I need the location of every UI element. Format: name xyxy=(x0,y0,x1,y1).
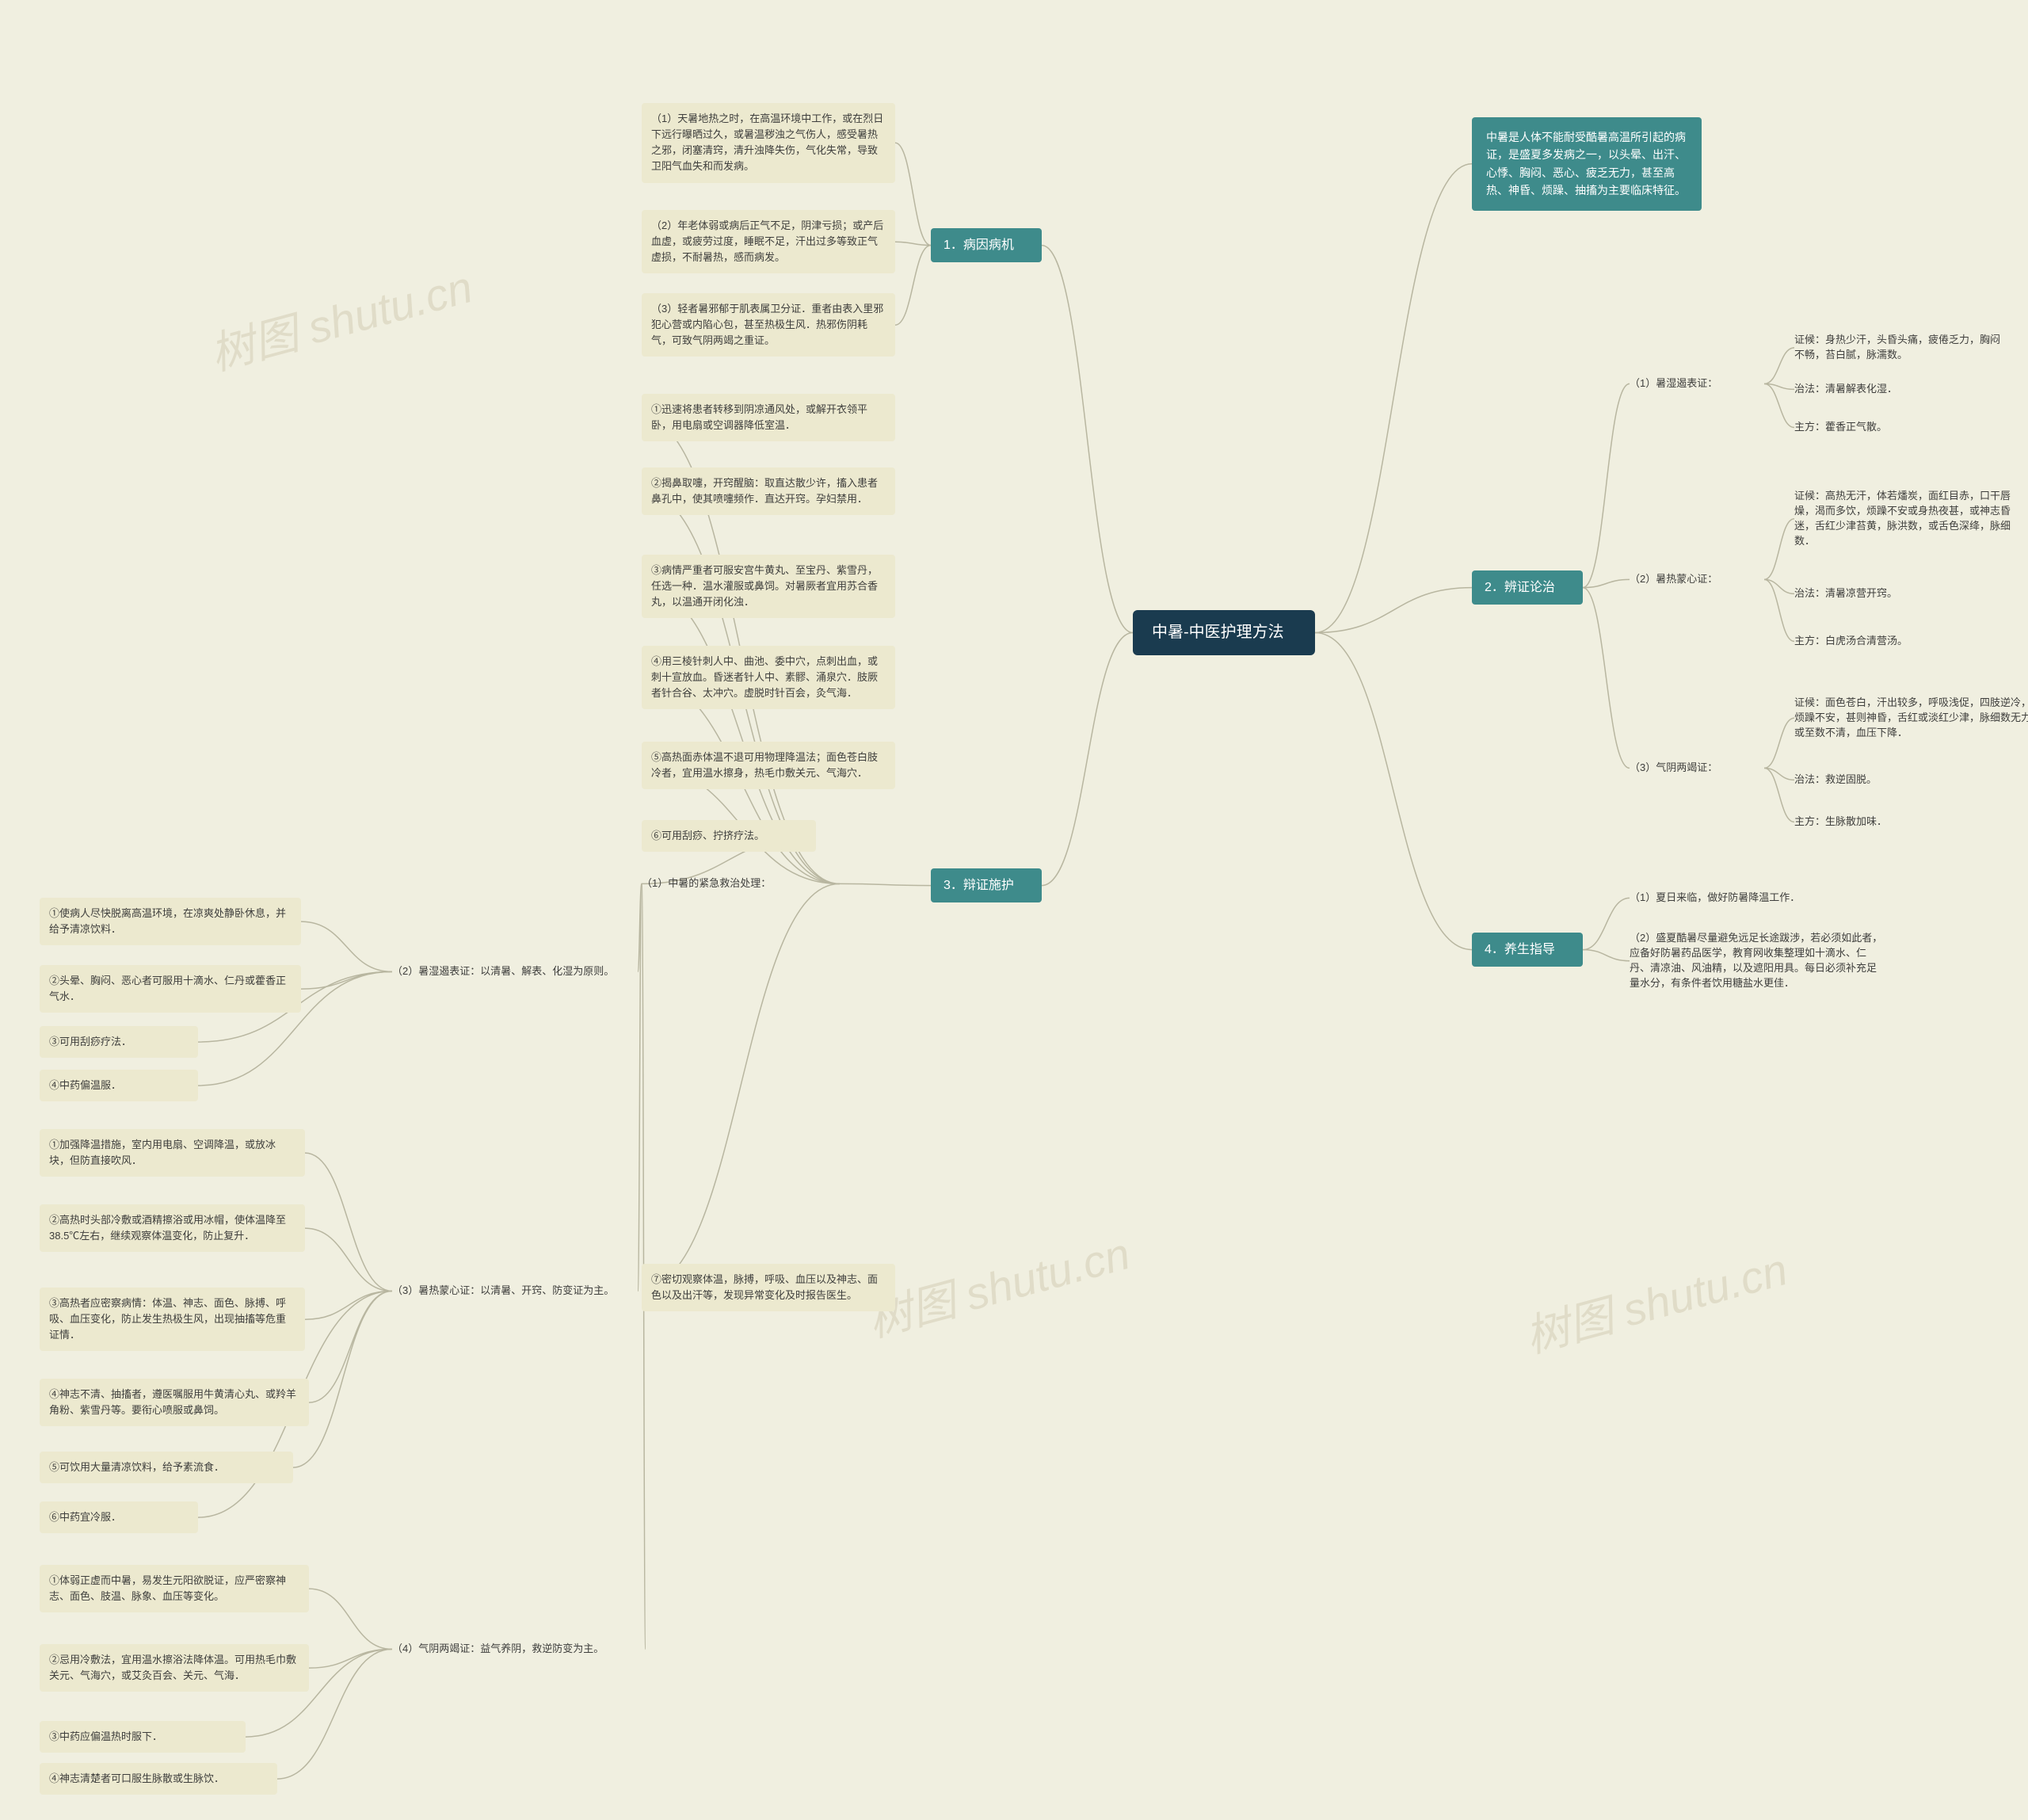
s2-sub3-a: 证候：面色苍白，汗出较多，呼吸浅促，四肢逆冷，烦躁不安，甚则神昏，舌红或淡红少津… xyxy=(1794,696,2028,741)
section-3: 3．辩证施护 xyxy=(931,868,1042,902)
section-1: 1．病因病机 xyxy=(931,228,1042,262)
s3-g3-e: ⑤可饮用大量清凉饮料，给予素流食． xyxy=(40,1452,293,1483)
s3-g3-b: ②高热时头部冷敷或酒精擦浴或用冰帽，使体温降至38.5℃左右，继续观察体温变化，… xyxy=(40,1204,305,1252)
s3-g3-d: ④神志不清、抽搐者，遵医嘱服用牛黄清心丸、或羚羊角粉、紫雪丹等。要衔心喷服或鼻饲… xyxy=(40,1379,309,1426)
section-2: 2．辨证论治 xyxy=(1472,570,1583,605)
s3-g3-intro: ⑦密切观察体温，脉搏，呼吸、血压以及神志、面色以及出汗等，发现异常变化及时报告医… xyxy=(642,1264,895,1311)
s3-g4-a: ①体弱正虚而中暑，易发生元阳欲脱证，应严密察神志、面色、肢温、脉象、血压等变化。 xyxy=(40,1565,309,1612)
s3-g2-d: ④中药偏温服． xyxy=(40,1070,198,1101)
s3-g1-a: ①迅速将患者转移到阴凉通风处，或解开衣领平卧，用电扇或空调器降低室温． xyxy=(642,394,895,441)
s2-sub1-a: 证候：身热少汗，头昏头痛，疲倦乏力，胸闷不畅，苔白腻，脉濡数。 xyxy=(1794,333,2008,363)
watermark: 树图 shutu.cn xyxy=(202,251,478,383)
s2-sub2: （2）暑热蒙心证： xyxy=(1630,572,1764,587)
s3-g4-title: （4）气阴两竭证：益气养阴，救逆防变为主。 xyxy=(392,1642,646,1657)
s3-g3-title: （3）暑热蒙心证：以清暑、开窍、防变证为主。 xyxy=(392,1284,638,1299)
s2-sub3-b: 治法：救逆固脱。 xyxy=(1794,773,1937,788)
s3-g4-d: ④神志清楚者可口服生脉散或生脉饮． xyxy=(40,1763,277,1795)
s2-sub2-a: 证候：高热无汗，体若燔炭，面红目赤，口干唇燥，渴而多饮，烦躁不安或身热夜甚，或神… xyxy=(1794,489,2024,548)
s3-g2-title: （2）暑湿遏表证：以清暑、解表、化湿为原则。 xyxy=(392,964,638,979)
section-4: 4．养生指导 xyxy=(1472,933,1583,967)
watermark: 树图 shutu.cn xyxy=(860,1218,1136,1349)
s3-g2-c: ③可用刮痧疗法． xyxy=(40,1026,198,1058)
s3-g1-d: ④用三棱针刺人中、曲池、委中穴，点刺出血，或刺十宣放血。昏迷者针人中、素髎、涌泉… xyxy=(642,646,895,709)
s2-sub2-c: 主方：白虎汤合清营汤。 xyxy=(1794,634,1961,649)
edges-layer xyxy=(0,0,2028,1820)
s1-item-b: （2）年老体弱或病后正气不足，阴津亏损；或产后血虚，或疲劳过度，睡眠不足，汗出过… xyxy=(642,210,895,273)
s2-sub2-b: 治法：清暑凉营开窍。 xyxy=(1794,586,1953,601)
s3-g2-a: ①使病人尽快脱离高温环境，在凉爽处静卧休息，并给予清凉饮料． xyxy=(40,898,301,945)
s3-g3-a: ①加强降温措施，室内用电扇、空调降温，或放冰块，但防直接吹风． xyxy=(40,1129,305,1177)
s3-g3-c: ③高热者应密察病情：体温、神志、面色、脉搏、呼吸、血压变化，防止发生热极生风，出… xyxy=(40,1288,305,1351)
s2-sub3-c: 主方：生脉散加味． xyxy=(1794,815,1945,830)
root-node: 中暑-中医护理方法 xyxy=(1133,610,1315,655)
s4-item-b: （2）盛夏酷暑尽量避免远足长途跋涉，若必须如此者，应备好防暑药品医学，教育网收集… xyxy=(1630,931,1883,990)
s2-sub1-c: 主方：藿香正气散。 xyxy=(1794,420,1953,435)
s4-item-a: （1）夏日来临，做好防暑降温工作． xyxy=(1630,891,1867,906)
s2-sub1: （1）暑湿遏表证： xyxy=(1630,376,1764,391)
s3-g1-title: （1）中暑的紧急救治处理： xyxy=(642,876,840,891)
s2-sub3: （3）气阴两竭证： xyxy=(1630,761,1764,776)
s3-g1-e: ⑤高热面赤体温不退可用物理降温法；面色苍白肢冷者，宜用温水擦身，热毛巾敷关元、气… xyxy=(642,742,895,789)
s3-g4-b: ②忌用冷敷法，宜用温水擦浴法降体温。可用热毛巾敷关元、气海穴，或艾灸百会、关元、… xyxy=(40,1644,309,1692)
s3-g1-c: ③病情严重者可服安宫牛黄丸、至宝丹、紫雪丹，任选一种．温水灌服或鼻饲。对暑厥者宜… xyxy=(642,555,895,618)
s1-item-c: （3）轻者暑邪郁于肌表属卫分证．重者由表入里邪犯心营或内陷心包，甚至热极生风．热… xyxy=(642,293,895,357)
intro-box: 中暑是人体不能耐受酷暑高温所引起的病证，是盛夏多发病之一，以头晕、出汗、心悸、胸… xyxy=(1472,117,1702,211)
s1-item-a: （1）天暑地热之时，在高温环境中工作，或在烈日下远行曝晒过久，或暑温秽浊之气伤人… xyxy=(642,103,895,183)
s3-g3-f: ⑥中药宜冷服． xyxy=(40,1501,198,1533)
watermark: 树图 shutu.cn xyxy=(1517,1234,1794,1365)
s3-g2-b: ②头晕、胸闷、恶心者可服用十滴水、仁丹或藿香正气水． xyxy=(40,965,301,1013)
s2-sub1-b: 治法：清暑解表化湿． xyxy=(1794,382,1953,397)
s3-g1-f: ⑥可用刮痧、拧挤疗法。 xyxy=(642,820,816,852)
s3-g4-c: ③中药应偏温热时服下． xyxy=(40,1721,246,1753)
s3-g1-b: ②揭鼻取嚏，开窍醒脑：取直达散少许，搐入患者鼻孔中，使其喷嚏频作．直达开窍。孕妇… xyxy=(642,467,895,515)
